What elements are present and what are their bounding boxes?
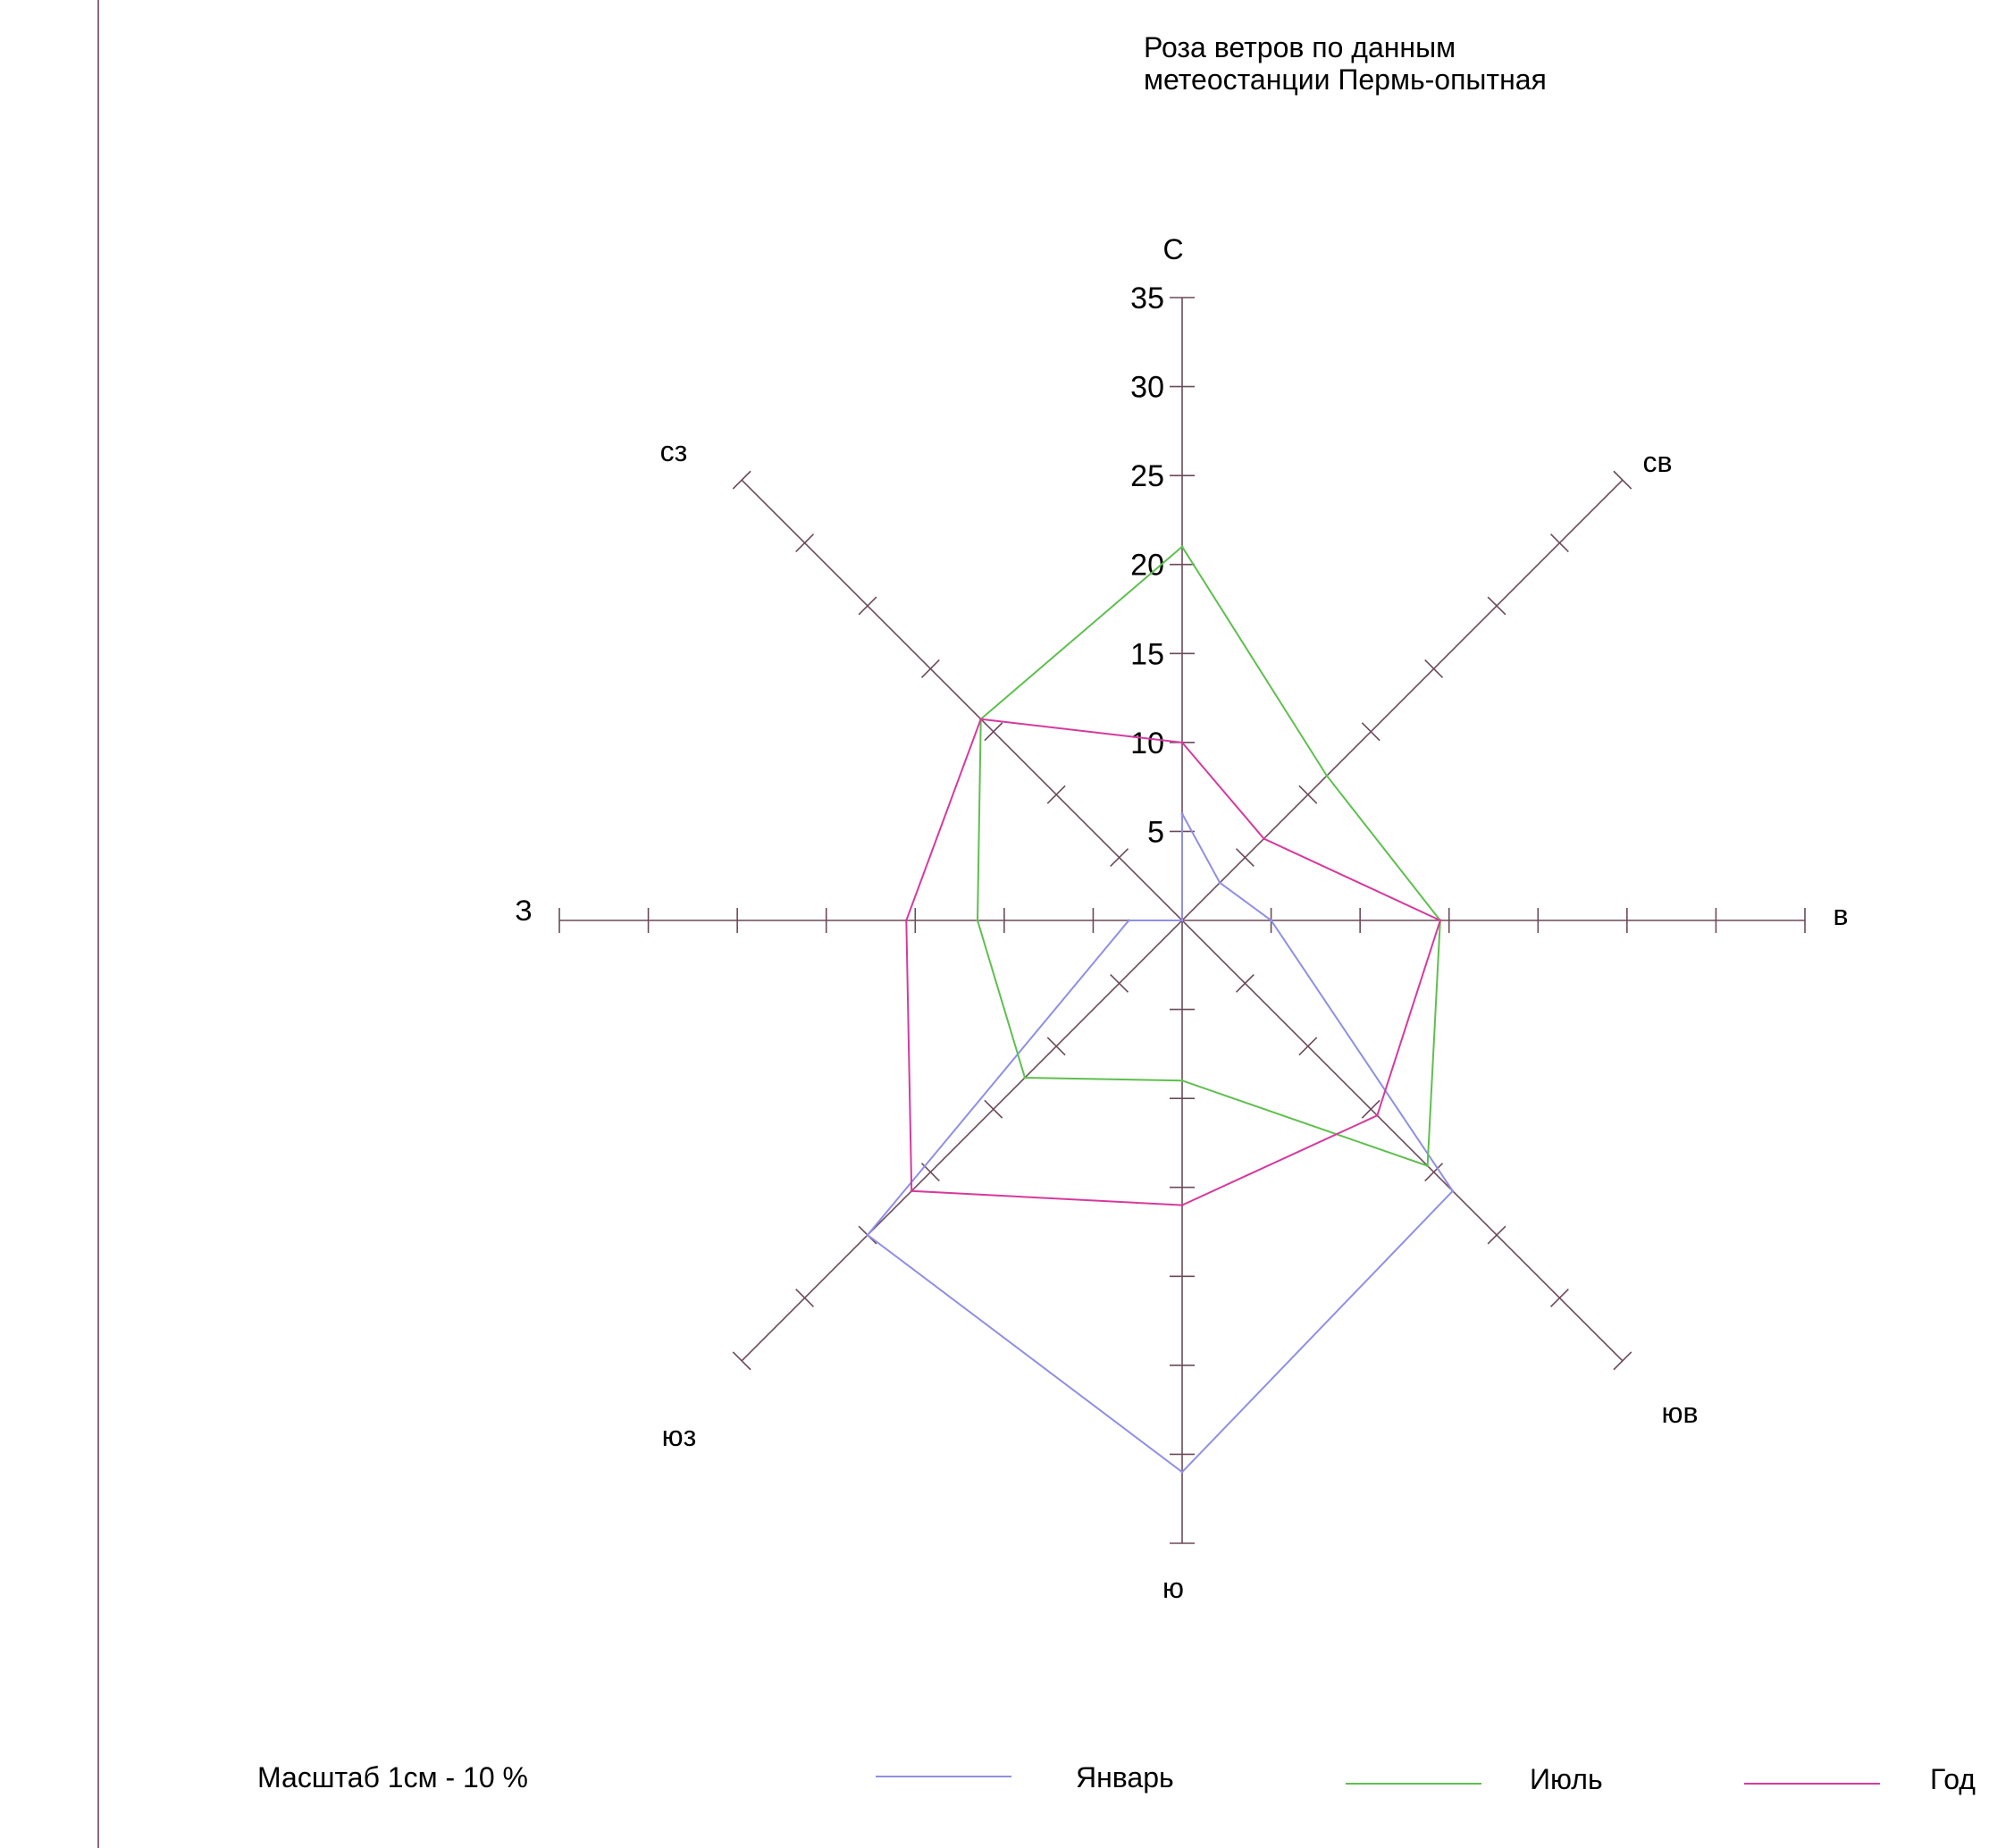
legend-label-january: Январь xyxy=(1076,1761,1174,1793)
series-july-point xyxy=(1426,1164,1430,1168)
direction-label: ю xyxy=(1162,1572,1184,1604)
series-group xyxy=(866,545,1455,1474)
direction-label: сз xyxy=(660,435,688,467)
tick-юв-3 xyxy=(1361,1099,1381,1119)
radial-tick-label: 35 xyxy=(1130,281,1164,315)
series-year-point xyxy=(1263,837,1265,840)
series-january-point xyxy=(1451,1189,1455,1193)
series-year-point xyxy=(1180,1204,1184,1207)
tick-сз-1 xyxy=(1110,848,1129,868)
series-january-point xyxy=(1180,812,1184,815)
series-year-point xyxy=(979,718,983,721)
tick-юз-2 xyxy=(1046,1037,1066,1056)
tick-св-5 xyxy=(1487,596,1506,616)
tick-сз-4 xyxy=(920,659,940,678)
direction-label: юв xyxy=(1662,1397,1699,1429)
series-july xyxy=(976,545,1441,1167)
direction-label: в xyxy=(1834,899,1849,931)
series-january-point xyxy=(1180,919,1184,922)
tick-юз-7 xyxy=(732,1351,751,1371)
chart-title-line-1: Роза ветров по данным xyxy=(1144,31,1456,63)
direction-label: З xyxy=(515,895,532,927)
radial-tick-label: 10 xyxy=(1130,727,1164,760)
series-july-point xyxy=(1023,1076,1027,1079)
series-year-point xyxy=(1439,919,1442,922)
direction-label: юз xyxy=(662,1420,697,1452)
tick-юв-5 xyxy=(1487,1225,1506,1245)
series-year-point xyxy=(1375,1113,1379,1117)
legend-label-year: Год xyxy=(1930,1763,1976,1795)
series-january xyxy=(866,813,1455,1474)
tick-св-2 xyxy=(1298,785,1318,804)
series-year-point xyxy=(1180,741,1184,744)
tick-св-4 xyxy=(1424,659,1444,678)
tick-св-6 xyxy=(1549,533,1569,553)
radial-tick-label: 15 xyxy=(1130,637,1164,671)
series-year-point xyxy=(904,919,908,922)
tick-сз-6 xyxy=(795,533,815,553)
series-july-point xyxy=(1325,774,1329,777)
series-january-point xyxy=(1180,1470,1184,1474)
direction-labels-group: Ссв в юв ю юз Зсз xyxy=(515,233,1848,1604)
legend: Январь Июль Год xyxy=(876,1761,1976,1795)
radial-tick-label: 25 xyxy=(1130,459,1164,493)
tick-сз-7 xyxy=(732,470,751,490)
direction-label: С xyxy=(1162,233,1183,265)
direction-label: св xyxy=(1643,446,1673,478)
tick-сз-2 xyxy=(1046,785,1066,804)
scale-note: Масштаб 1см - 10 % xyxy=(257,1761,528,1793)
series-january-point xyxy=(1127,919,1130,922)
series-july-point xyxy=(976,919,979,922)
tick-сз-3 xyxy=(984,722,1003,742)
tick-св-3 xyxy=(1361,722,1381,742)
tick-св-7 xyxy=(1613,470,1632,490)
tick-юз-6 xyxy=(795,1288,815,1307)
tick-св-1 xyxy=(1235,848,1255,868)
radial-tick-label: 30 xyxy=(1130,371,1164,405)
series-july-point xyxy=(1180,545,1184,549)
series-january-point xyxy=(866,1233,869,1237)
chart-title-line-2: метеостанции Пермь-опытная xyxy=(1144,63,1547,96)
tick-юз-1 xyxy=(1110,973,1129,993)
radial-ticks-group xyxy=(558,297,1806,1544)
tick-юз-3 xyxy=(984,1099,1003,1119)
tick-сз-5 xyxy=(858,596,877,616)
radial-tick-label: 5 xyxy=(1147,815,1164,849)
tick-юв-1 xyxy=(1235,973,1255,993)
series-january-point xyxy=(1270,919,1273,922)
series-january-point xyxy=(1218,881,1221,885)
tick-юв-6 xyxy=(1549,1288,1569,1307)
series-july-point xyxy=(1180,1079,1184,1082)
tick-юв-2 xyxy=(1298,1037,1318,1056)
series-year-point xyxy=(910,1189,913,1193)
tick-юв-7 xyxy=(1613,1351,1632,1371)
series-year xyxy=(905,718,1442,1206)
tick-юв-4 xyxy=(1424,1163,1444,1182)
legend-label-july: Июль xyxy=(1530,1763,1603,1795)
